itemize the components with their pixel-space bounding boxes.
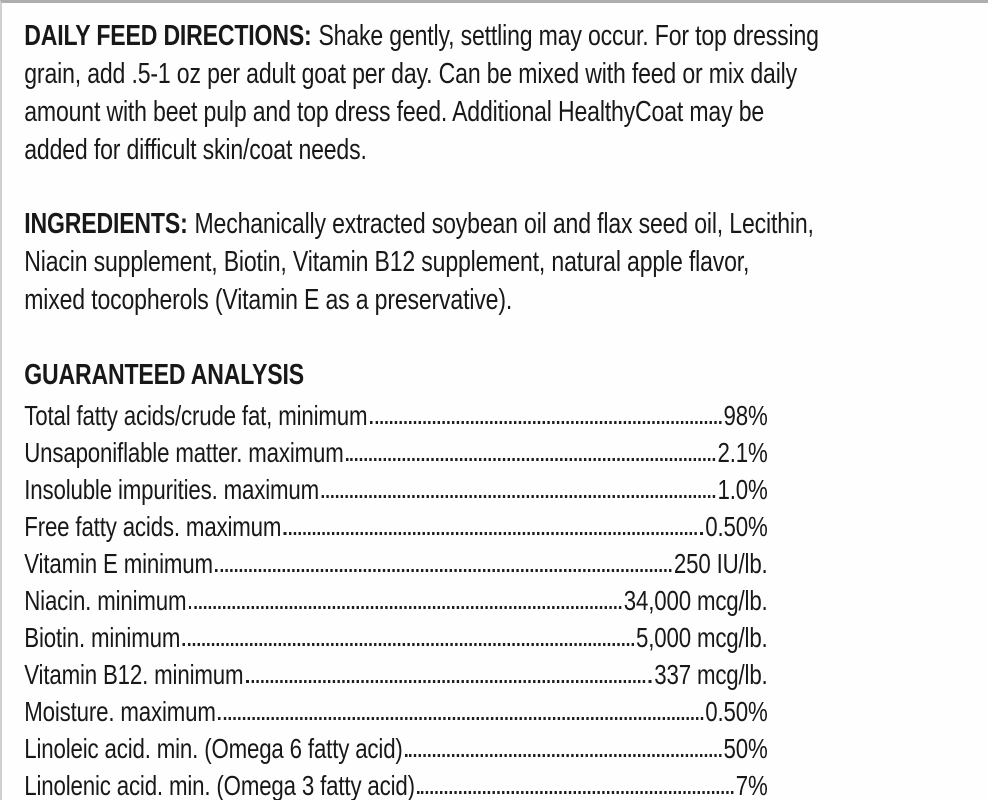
dot-leader — [283, 532, 703, 535]
guaranteed-analysis-table: Total fatty acids/crude fat, minimum 98%… — [24, 395, 767, 800]
label-content: DAILY FEED DIRECTIONS: Shake gently, sett… — [2, 3, 968, 800]
analysis-row-label: Insoluble impurities. maximum — [24, 474, 320, 505]
analysis-row-linolenic-acid: Linolenic acid. min. (Omega 3 fatty acid… — [24, 765, 767, 800]
analysis-row-total-fatty-acids: Total fatty acids/crude fat, minimum 98% — [24, 395, 767, 432]
analysis-row-label: Total fatty acids/crude fat, minimum — [24, 400, 368, 431]
analysis-row-value: 337 mcg/lb. — [654, 659, 768, 690]
dot-leader — [215, 569, 672, 572]
dot-leader — [346, 458, 716, 461]
guaranteed-analysis-heading: GUARANTEED ANALYSIS — [24, 359, 304, 391]
analysis-row-free-fatty-acids: Free fatty acids. maximum 0.50% — [24, 506, 767, 543]
analysis-row-unsaponifiable-matter: Unsaponiflable matter. maximum 2.1% — [24, 432, 767, 469]
analysis-row-biotin: Biotin. minimum 5,000 mcg/lb. — [24, 617, 767, 654]
analysis-row-insoluble-impurities: Insoluble impurities. maximum 1.0% — [24, 469, 767, 506]
feed-directions-paragraph: DAILY FEED DIRECTIONS: Shake gently, sett… — [24, 17, 968, 169]
feed-directions-heading: DAILY FEED DIRECTIONS: — [24, 20, 312, 52]
analysis-row-label: Unsaponiflable matter. maximum — [24, 437, 344, 468]
dot-leader — [188, 606, 622, 609]
analysis-row-label: Free fatty acids. maximum — [24, 511, 282, 542]
analysis-row-label: Niacin. minimum — [24, 585, 187, 616]
dot-leader — [218, 717, 703, 720]
analysis-row-label: Vitamin E minimum — [24, 548, 213, 579]
dot-leader — [405, 754, 722, 757]
analysis-row-label: Linolenic acid. min. (Omega 3 fatty acid… — [24, 770, 415, 800]
analysis-row-value: 7% — [735, 770, 768, 800]
analysis-row-label: Moisture. maximum — [24, 696, 216, 727]
dot-leader — [182, 643, 634, 646]
dot-leader — [417, 791, 734, 794]
dot-leader — [369, 421, 722, 424]
ingredients-body: Mechanically extracted soybean oil and f… — [24, 208, 814, 316]
analysis-row-value: 2.1% — [717, 437, 768, 468]
ingredients-paragraph: INGREDIENTS: Mechanically extracted soybe… — [24, 205, 968, 319]
analysis-row-label: Linoleic acid. min. (Omega 6 fatty acid) — [24, 733, 403, 764]
analysis-row-label: Biotin. minimum — [24, 622, 181, 653]
analysis-row-value: 34,000 mcg/lb. — [623, 585, 768, 616]
dot-leader — [245, 680, 652, 683]
analysis-row-linoleic-acid: Linoleic acid. min. (Omega 6 fatty acid)… — [24, 728, 767, 765]
analysis-row-label: Vitamin B12. minimum — [24, 659, 244, 690]
ingredients-heading: INGREDIENTS: — [24, 208, 188, 240]
analysis-row-value: 98% — [723, 400, 768, 431]
analysis-row-value: 1.0% — [717, 474, 768, 505]
analysis-row-vitamin-b12: Vitamin B12. minimum 337 mcg/lb. — [24, 654, 767, 691]
dot-leader — [321, 495, 716, 498]
feed-directions-body: Shake gently, settling may occur. For to… — [24, 20, 819, 166]
analysis-row-value: 50% — [723, 733, 768, 764]
analysis-row-value: 0.50% — [705, 511, 768, 542]
analysis-row-value: 5,000 mcg/lb. — [636, 622, 768, 653]
analysis-row-niacin: Niacin. minimum 34,000 mcg/lb. — [24, 580, 767, 617]
analysis-row-value: 0.50% — [705, 696, 768, 727]
analysis-row-moisture: Moisture. maximum 0.50% — [24, 691, 767, 728]
analysis-row-value: 250 IU/lb. — [673, 548, 768, 579]
analysis-row-vitamin-e: Vitamin E minimum 250 IU/lb. — [24, 543, 767, 580]
